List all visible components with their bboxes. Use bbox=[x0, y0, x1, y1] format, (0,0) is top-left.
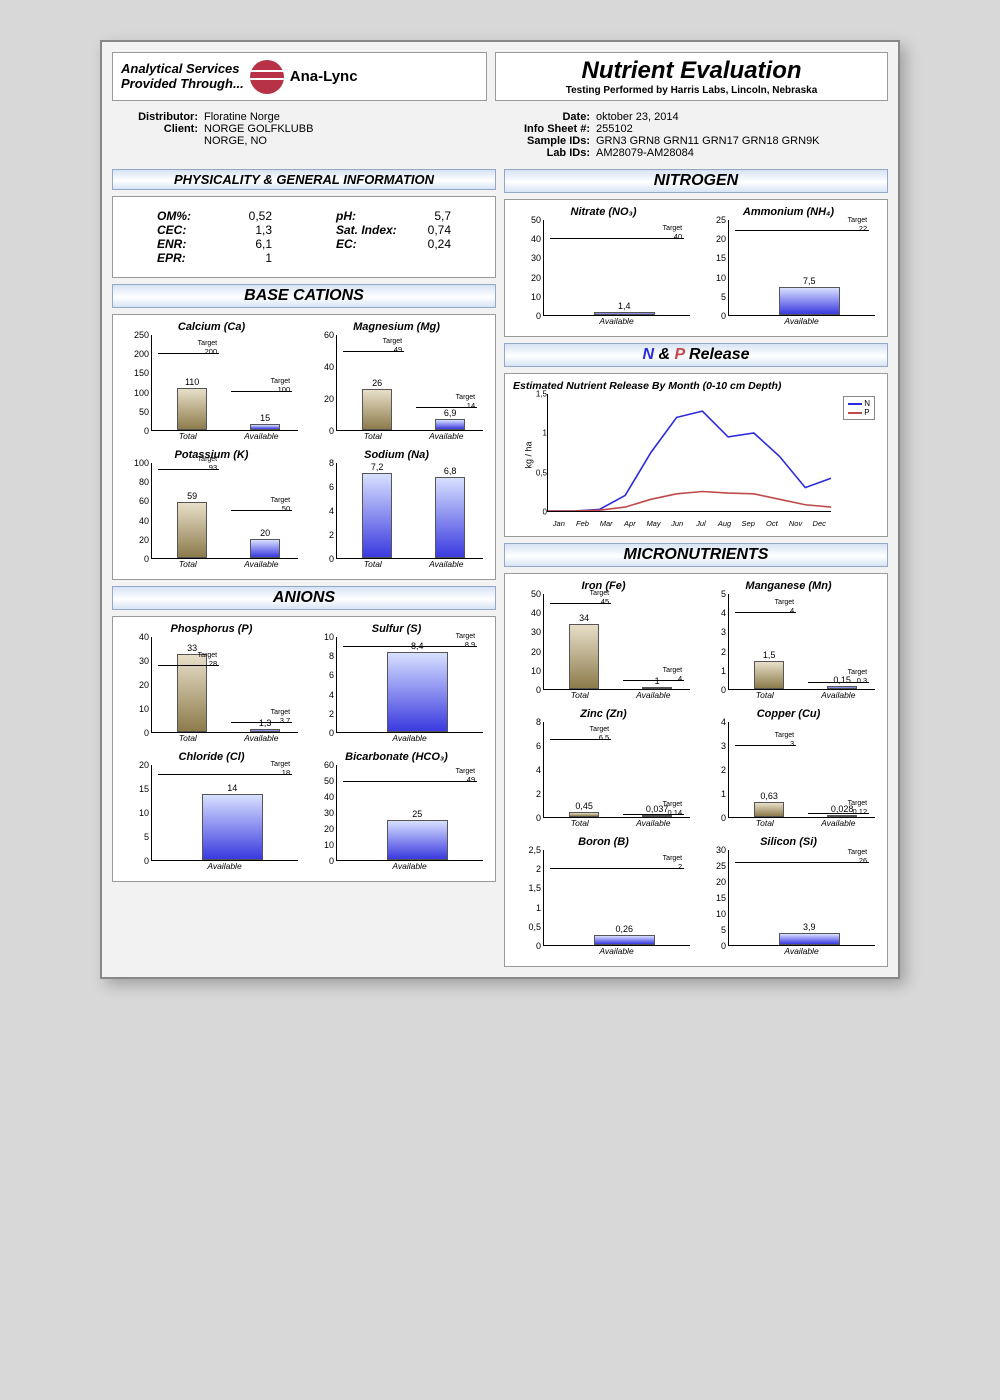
meta-right: Date:oktober 23, 2014Info Sheet #:255102… bbox=[504, 107, 888, 163]
section-header-anions: ANIONS bbox=[112, 586, 496, 610]
base-box: Calcium (Ca)050100150200250110Target2001… bbox=[112, 314, 496, 580]
page-subtitle: Testing Performed by Harris Labs, Lincol… bbox=[504, 85, 879, 96]
section-header-base: BASE CATIONS bbox=[112, 284, 496, 308]
chart-nitrate-no-: Nitrate (NO₃)010203040501,4Target40Avail… bbox=[513, 206, 694, 330]
meta-block: Distributor:Floratine NorgeClient:NORGE … bbox=[112, 107, 888, 163]
chart-silicon-si-: Silicon (Si)0510152025303,9Target26Avail… bbox=[698, 836, 879, 960]
right-column: NITROGEN Nitrate (NO₃)010203040501,4Targ… bbox=[504, 169, 888, 967]
meta-left: Distributor:Floratine NorgeClient:NORGE … bbox=[112, 107, 496, 163]
section-header-phys: PHYSICALITY & GENERAL INFORMATION bbox=[112, 169, 496, 190]
section-header-nitrogen: NITROGEN bbox=[504, 169, 888, 193]
np-box: Estimated Nutrient Release By Month (0-1… bbox=[504, 373, 888, 537]
chart-zinc-zn-: Zinc (Zn)024680,45Target6.50,037Target0.… bbox=[513, 708, 694, 832]
chart-magnesium-mg-: Magnesium (Mg)020406026Target496,9Target… bbox=[306, 321, 487, 445]
chart-phosphorus-p-: Phosphorus (P)01020304033Target281,3Targ… bbox=[121, 623, 302, 747]
chart-manganese-mn-: Manganese (Mn)0123451,5Target40,15Target… bbox=[698, 580, 879, 704]
chart-boron-b-: Boron (B)00,511,522,50,26Target2Availabl… bbox=[513, 836, 694, 960]
report-header: Analytical Services Provided Through... … bbox=[112, 52, 888, 101]
globe-icon bbox=[250, 60, 284, 94]
header-right: Nutrient Evaluation Testing Performed by… bbox=[495, 52, 888, 101]
chart-potassium-k-: Potassium (K)02040608010059Target9320Tar… bbox=[121, 449, 302, 573]
header-left: Analytical Services Provided Through... … bbox=[112, 52, 487, 101]
chart-sodium-na-: Sodium (Na)024687,26,8TotalAvailable bbox=[306, 449, 487, 573]
chart-calcium-ca-: Calcium (Ca)050100150200250110Target2001… bbox=[121, 321, 302, 445]
report-page: Analytical Services Provided Through... … bbox=[100, 40, 900, 979]
page-title: Nutrient Evaluation bbox=[504, 57, 879, 85]
section-header-np: N & P Release bbox=[504, 343, 888, 367]
brand-name: Ana-Lync bbox=[290, 68, 358, 85]
chart-chloride-cl-: Chloride (Cl)0510152014Target18Available bbox=[121, 751, 302, 875]
np-release-chart: Estimated Nutrient Release By Month (0-1… bbox=[513, 380, 879, 530]
phys-box: OM%:0,52CEC:1,3ENR:6,1EPR:1 pH:5,7Sat. I… bbox=[112, 196, 496, 278]
micro-box: Iron (Fe)0102030405034Target451Target4To… bbox=[504, 573, 888, 967]
chart-copper-cu-: Copper (Cu)012340,63Target30,028Target0.… bbox=[698, 708, 879, 832]
chart-ammonium-nh-: Ammonium (NH₄)05101520257,5Target22Avail… bbox=[698, 206, 879, 330]
service-tagline: Analytical Services Provided Through... bbox=[121, 62, 244, 92]
nitrogen-box: Nitrate (NO₃)010203040501,4Target40Avail… bbox=[504, 199, 888, 337]
chart-sulfur-s-: Sulfur (S)02468108,4Target8.9Available bbox=[306, 623, 487, 747]
chart-bicarbonate-hco-: Bicarbonate (HCO₃)010203040506025Target4… bbox=[306, 751, 487, 875]
left-column: PHYSICALITY & GENERAL INFORMATION OM%:0,… bbox=[112, 169, 496, 967]
chart-iron-fe-: Iron (Fe)0102030405034Target451Target4To… bbox=[513, 580, 694, 704]
anions-box: Phosphorus (P)01020304033Target281,3Targ… bbox=[112, 616, 496, 882]
section-header-micro: MICRONUTRIENTS bbox=[504, 543, 888, 567]
